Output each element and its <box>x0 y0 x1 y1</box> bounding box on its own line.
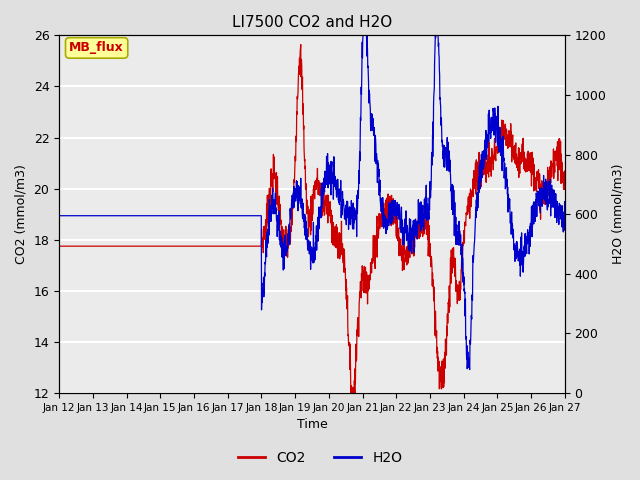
Legend: CO2, H2O: CO2, H2O <box>232 445 408 471</box>
Y-axis label: H2O (mmol/m3): H2O (mmol/m3) <box>612 164 625 264</box>
Title: LI7500 CO2 and H2O: LI7500 CO2 and H2O <box>232 15 392 30</box>
X-axis label: Time: Time <box>296 419 328 432</box>
Y-axis label: CO2 (mmol/m3): CO2 (mmol/m3) <box>15 164 28 264</box>
Text: MB_flux: MB_flux <box>69 41 124 54</box>
